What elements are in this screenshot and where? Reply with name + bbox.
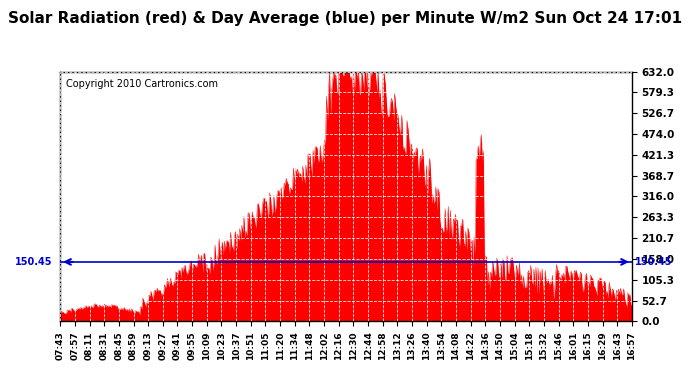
Text: 150.45: 150.45 — [14, 257, 52, 267]
Text: Solar Radiation (red) & Day Average (blue) per Minute W/m2 Sun Oct 24 17:01: Solar Radiation (red) & Day Average (blu… — [8, 11, 682, 26]
Text: Copyright 2010 Cartronics.com: Copyright 2010 Cartronics.com — [66, 79, 218, 89]
Text: 150.45: 150.45 — [635, 257, 673, 267]
